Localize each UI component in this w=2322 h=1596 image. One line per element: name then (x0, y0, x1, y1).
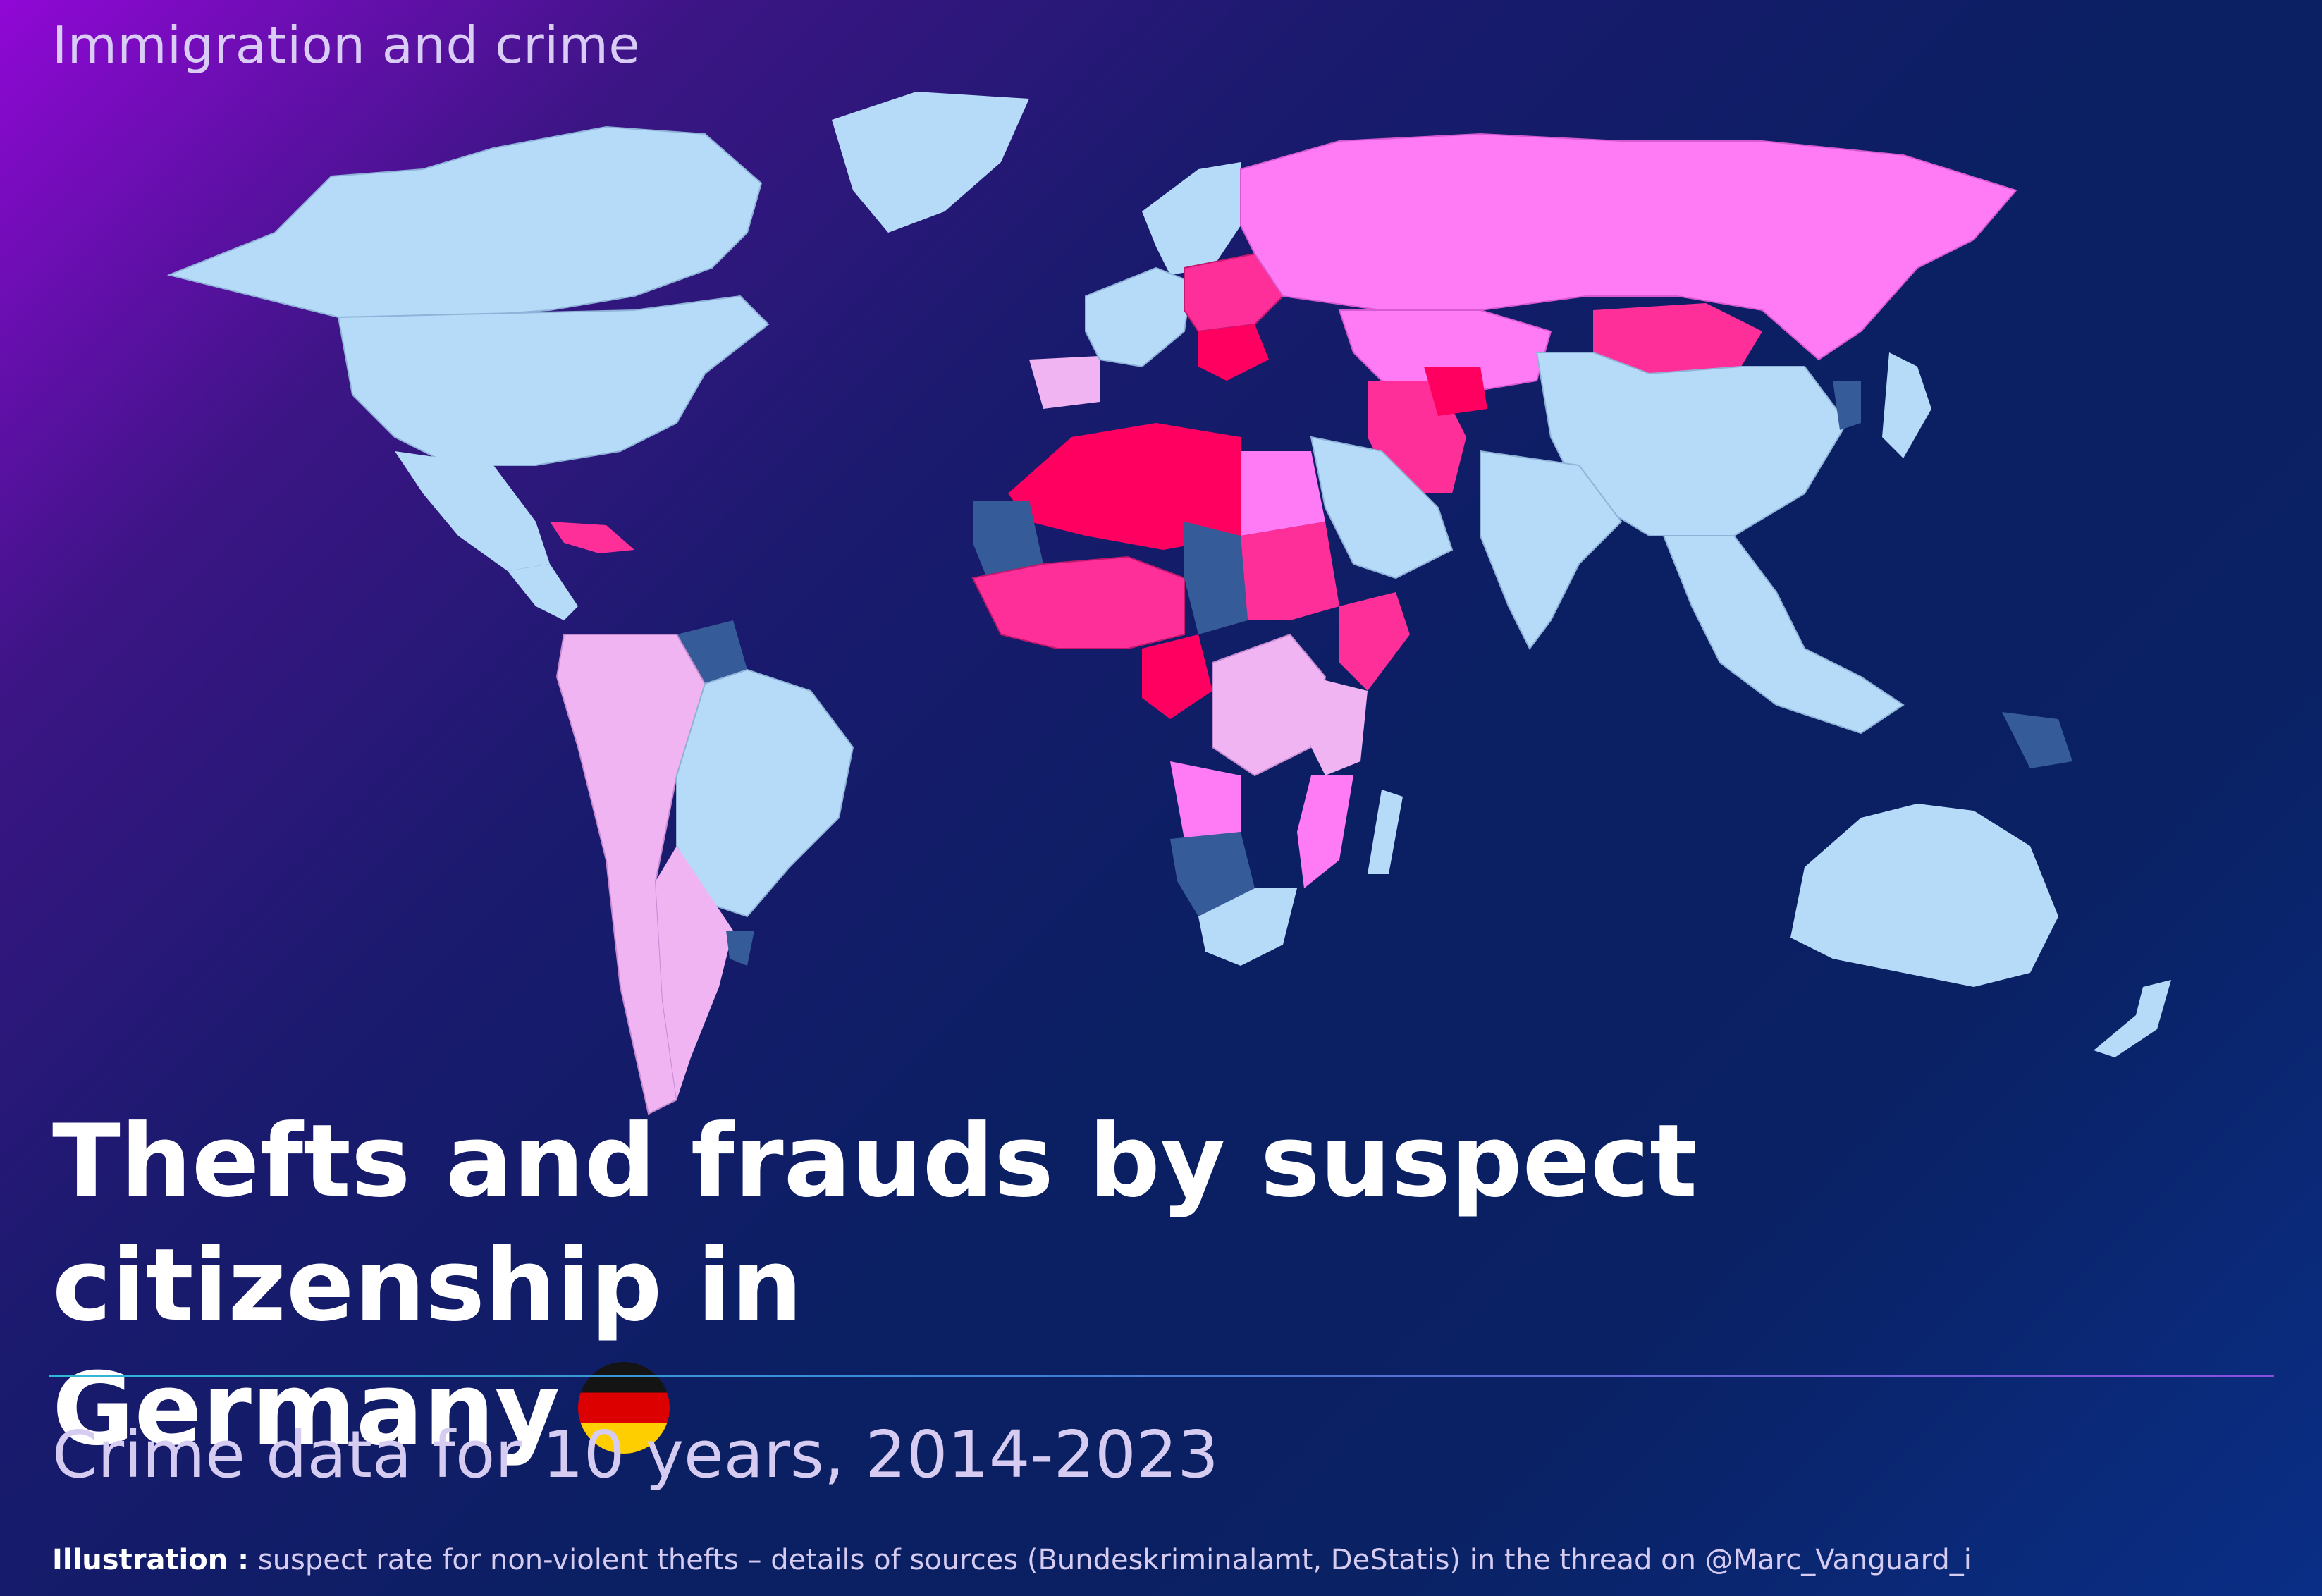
footer-text: suspect rate for non-violent thefts – de… (257, 1544, 1972, 1576)
region-new-zealand (2094, 980, 2171, 1057)
region-chad (1184, 522, 1248, 634)
region-korea (1833, 381, 1861, 430)
region-sudan (1241, 522, 1339, 620)
region-namibia-botswana (1170, 832, 1255, 916)
region-united-states (337, 295, 770, 466)
region-caribbean (550, 522, 634, 553)
region-egypt (1241, 451, 1325, 536)
main-title: Thefts and frauds by suspect citizenship… (52, 1100, 2273, 1472)
region-south-africa (1198, 888, 1297, 966)
footer-label: Illustration : (52, 1544, 250, 1576)
divider (49, 1375, 2274, 1377)
kicker: Immigration and crime (52, 16, 641, 75)
region-southeast-asia (1662, 535, 1905, 735)
region-central-africa (1212, 633, 1327, 777)
region-argentina (656, 846, 733, 1100)
region-madagascar (1368, 790, 1403, 874)
region-mexico (395, 451, 550, 571)
world-map (166, 92, 2171, 1115)
title-line-1: Thefts and frauds by suspect citizenship… (52, 1103, 1697, 1344)
region-brazil (676, 668, 854, 918)
region-balkans (1198, 324, 1269, 381)
region-angola (1170, 761, 1241, 839)
region-horn-of-africa (1339, 592, 1410, 691)
region-algeria-libya (1008, 423, 1241, 550)
subtitle: Crime data for 10 years, 2014-2023 (52, 1417, 1219, 1492)
region-scandinavia (1142, 162, 1241, 275)
footer-note: Illustration : suspect rate for non-viol… (52, 1544, 1972, 1576)
region-central-america (508, 564, 578, 620)
region-greenland (832, 92, 1029, 233)
germany-flag-icon (578, 1362, 670, 1454)
region-western-europe (1085, 266, 1193, 368)
region-japan (1882, 352, 1931, 458)
region-arabian-peninsula (1310, 436, 1454, 579)
region-east-africa (1311, 677, 1368, 775)
region-canada (166, 125, 763, 318)
region-nigeria (1142, 634, 1212, 719)
title-line-2: Germany (52, 1351, 560, 1468)
region-venezuela (677, 620, 747, 684)
region-india (1480, 450, 1623, 650)
region-iberia (1029, 356, 1100, 409)
region-mongolia (1593, 303, 1762, 374)
region-mozambique (1297, 775, 1353, 888)
region-west-africa (971, 555, 1185, 649)
region-mauritania (973, 501, 1043, 578)
region-central-asia (1338, 309, 1552, 396)
region-australia (1790, 804, 2058, 987)
region-uruguay (726, 931, 754, 966)
region-papua-new-guinea (2002, 712, 2072, 768)
region-afghanistan (1424, 367, 1487, 416)
